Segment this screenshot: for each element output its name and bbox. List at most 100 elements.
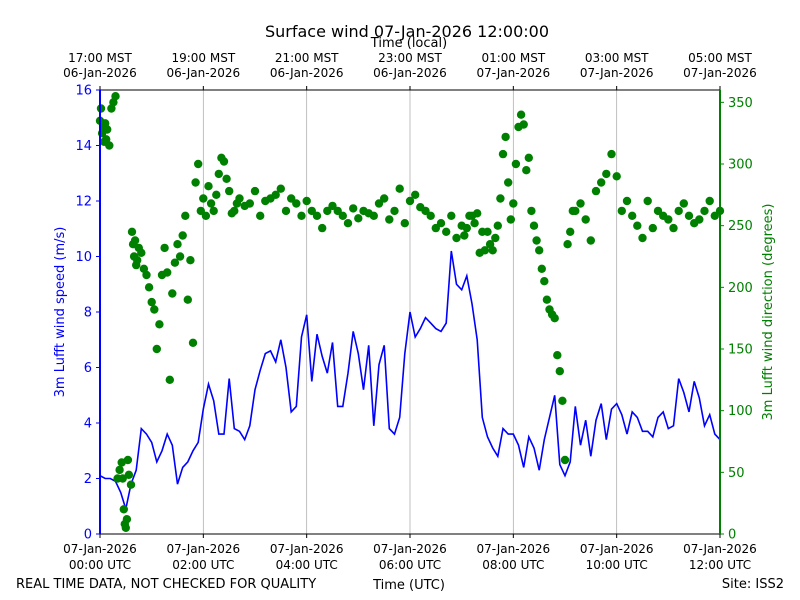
right-tick-label: 150: [728, 343, 753, 358]
wind-direction-point: [522, 166, 531, 175]
wind-direction-point: [165, 375, 174, 384]
wind-direction-point: [206, 199, 216, 208]
wind-direction-point: [103, 125, 112, 134]
wind-direction-point: [607, 149, 616, 159]
site-label: Site: ISS2: [722, 577, 784, 592]
wind-direction-point: [380, 194, 389, 203]
wind-direction-point: [581, 215, 590, 224]
wind-direction-point: [532, 236, 541, 245]
wind-direction-point: [209, 206, 218, 216]
left-tick-label: 0: [84, 528, 92, 543]
wind-direction-point: [480, 246, 490, 255]
bottom-tick-time: 12:00 UTC: [689, 558, 751, 572]
wind-direction-point: [506, 215, 515, 224]
wind-direction-point: [470, 219, 479, 228]
wind-direction-point: [488, 246, 497, 255]
left-tick-label: 6: [84, 361, 92, 376]
top-tick-date: 07-Jan-2026: [477, 66, 551, 80]
wind-direction-point: [219, 157, 229, 166]
wind-direction-point: [250, 186, 260, 196]
wind-direction-point: [124, 470, 134, 479]
wind-direction-point: [411, 190, 420, 199]
left-axis-label: 3m Lufft wind speed (m/s): [53, 227, 68, 398]
wind-direction-point: [519, 120, 528, 129]
wind-direction-point: [555, 367, 564, 376]
bottom-tick-time: 04:00 UTC: [276, 558, 338, 572]
wind-direction-point: [553, 351, 562, 360]
wind-direction-point: [473, 209, 482, 218]
wind-direction-point: [204, 182, 213, 191]
wind-direction-point: [563, 240, 572, 249]
wind-direction-point: [400, 219, 409, 228]
top-tick-time: 21:00 MST: [275, 51, 339, 65]
wind-direction-point: [281, 206, 291, 216]
top-tick-time: 03:00 MST: [585, 51, 649, 65]
wind-direction-point: [292, 199, 301, 208]
wind-direction-point: [118, 474, 127, 483]
bottom-tick-date: 07-Jan-2026: [683, 542, 757, 556]
wind-direction-point: [633, 221, 642, 230]
left-tick-label: 2: [84, 472, 92, 487]
wind-direction-point: [566, 227, 575, 236]
top-tick-time: 01:00 MST: [481, 51, 545, 65]
bottom-tick-date: 07-Jan-2026: [373, 542, 447, 556]
bottom-tick-date: 07-Jan-2026: [270, 542, 344, 556]
wind-direction-point: [669, 223, 678, 233]
wind-direction-point: [462, 223, 471, 233]
wind-direction-point: [178, 231, 187, 240]
wind-direction-point: [102, 135, 111, 144]
wind-direction-point: [705, 196, 714, 206]
wind-direction-point: [571, 206, 580, 216]
bottom-tick-date: 07-Jan-2026: [167, 542, 241, 556]
right-axis-label: 3m Lufft wind direction (degrees): [761, 204, 776, 421]
wind-direction-point: [276, 184, 285, 193]
wind-direction-point: [452, 233, 461, 243]
top-tick-date: 07-Jan-2026: [580, 66, 654, 80]
wind-direction-point: [170, 258, 180, 267]
bottom-tick-time: 02:00 UTC: [172, 558, 234, 572]
wind-direction-point: [529, 221, 539, 230]
wind-direction-point: [181, 211, 190, 220]
wind-direction-point: [201, 211, 211, 220]
wind-direction-point: [496, 194, 505, 203]
wind-direction-point: [648, 223, 657, 233]
wind-direction-point: [160, 243, 169, 253]
wind-direction-point: [235, 194, 244, 203]
wind-direction-point: [271, 190, 280, 199]
right-tick-label: 300: [728, 158, 753, 173]
wind-direction-point: [256, 211, 265, 220]
wind-direction-point: [390, 206, 399, 216]
wind-direction-point: [152, 344, 161, 354]
wind-direction-point: [127, 227, 137, 236]
wind-direction-point: [558, 396, 567, 405]
bottom-tick-time: 00:00 UTC: [69, 558, 131, 572]
wind-direction-point: [133, 256, 142, 265]
top-tick-date: 06-Jan-2026: [63, 66, 137, 80]
wind-direction-point: [684, 211, 694, 220]
wind-direction-point: [328, 201, 337, 211]
wind-direction-point: [612, 172, 621, 181]
wind-direction-point: [491, 233, 500, 243]
wind-direction-point: [550, 314, 559, 323]
wind-direction-point: [597, 178, 606, 187]
wind-direction-point: [105, 141, 114, 150]
wind-direction-point: [115, 465, 124, 475]
wind-direction-point: [369, 211, 378, 220]
wind-direction-point: [516, 110, 526, 119]
wind-direction-point: [318, 223, 327, 233]
wind-direction-point: [385, 215, 394, 224]
quality-disclaimer: REAL TIME DATA, NOT CHECKED FOR QUALITY: [16, 577, 316, 592]
bottom-tick-date: 07-Jan-2026: [477, 542, 551, 556]
wind-direction-point: [664, 215, 673, 224]
wind-direction-point: [511, 159, 521, 169]
right-tick-label: 0: [728, 528, 736, 543]
top-tick-time: 23:00 MST: [378, 51, 442, 65]
wind-direction-point: [524, 153, 533, 162]
top-tick-date: 07-Jan-2026: [683, 66, 757, 80]
wind-direction-point: [628, 211, 637, 220]
wind-direction-point: [622, 196, 632, 206]
bottom-tick-time: 10:00 UTC: [586, 558, 648, 572]
wind-direction-point: [700, 206, 709, 216]
wind-direction-point: [395, 184, 404, 193]
wind-direction-point: [121, 523, 130, 532]
